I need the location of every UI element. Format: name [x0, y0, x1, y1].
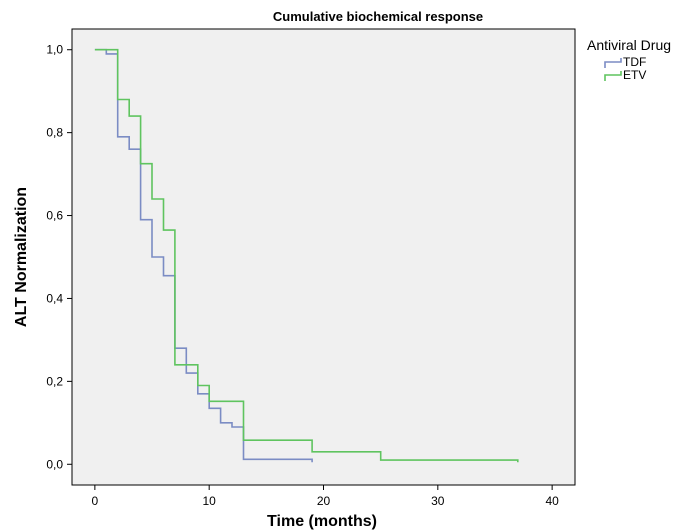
- y-tick-label: 0,0: [46, 457, 63, 471]
- legend-swatch-tdf: [604, 58, 622, 68]
- y-tick-label: 0,2: [46, 374, 63, 388]
- y-tick-label: 1,0: [46, 43, 63, 57]
- y-tick-label: 0,8: [46, 126, 63, 140]
- x-tick-label: 10: [203, 494, 217, 508]
- y-tick-label: 0,4: [46, 291, 63, 305]
- x-tick-label: 0: [92, 494, 99, 508]
- plot-area: [71, 28, 576, 486]
- y-axis-label: ALT Normalization: [13, 187, 30, 327]
- x-tick-label: 40: [545, 494, 559, 508]
- x-ticks: 0 10 20 30 40: [92, 485, 559, 508]
- y-ticks: 0,0 0,2 0,4 0,6 0,8 1,0: [46, 43, 72, 471]
- x-axis-label: Time (months): [267, 513, 377, 530]
- x-tick-label: 30: [431, 494, 445, 508]
- legend-label-tdf: TDF: [623, 55, 646, 69]
- legend-title: Antiviral Drug: [587, 37, 671, 53]
- series-layer: [94, 48, 519, 463]
- legend-swatch-etv: [604, 71, 622, 81]
- y-tick-label: 0,6: [46, 209, 63, 223]
- series-line-etv: [94, 48, 519, 463]
- x-tick-label: 20: [317, 494, 331, 508]
- legend-label-etv: ETV: [623, 68, 646, 82]
- chart-title: Cumulative biochemical response: [273, 9, 483, 24]
